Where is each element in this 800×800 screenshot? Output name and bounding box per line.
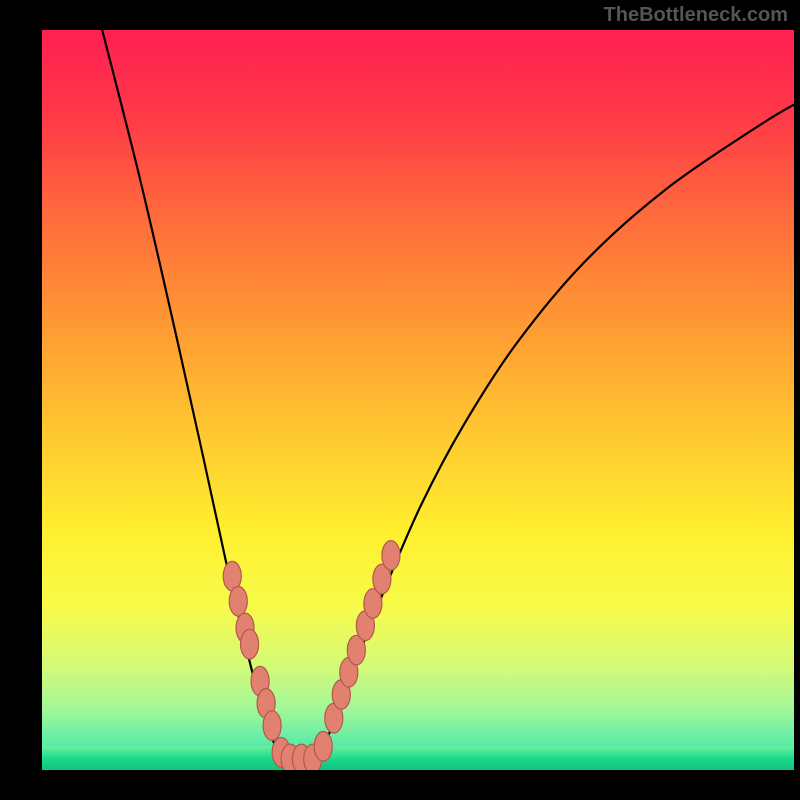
data-marker <box>263 711 281 741</box>
data-marker <box>382 541 400 571</box>
v-curve-right <box>316 97 794 759</box>
data-marker <box>229 586 247 616</box>
plot-svg-layer <box>42 30 794 770</box>
data-marker <box>314 732 332 762</box>
plot-area <box>42 30 794 770</box>
marker-group <box>223 541 400 770</box>
watermark-text: TheBottleneck.com <box>604 4 788 27</box>
data-marker <box>241 629 259 659</box>
